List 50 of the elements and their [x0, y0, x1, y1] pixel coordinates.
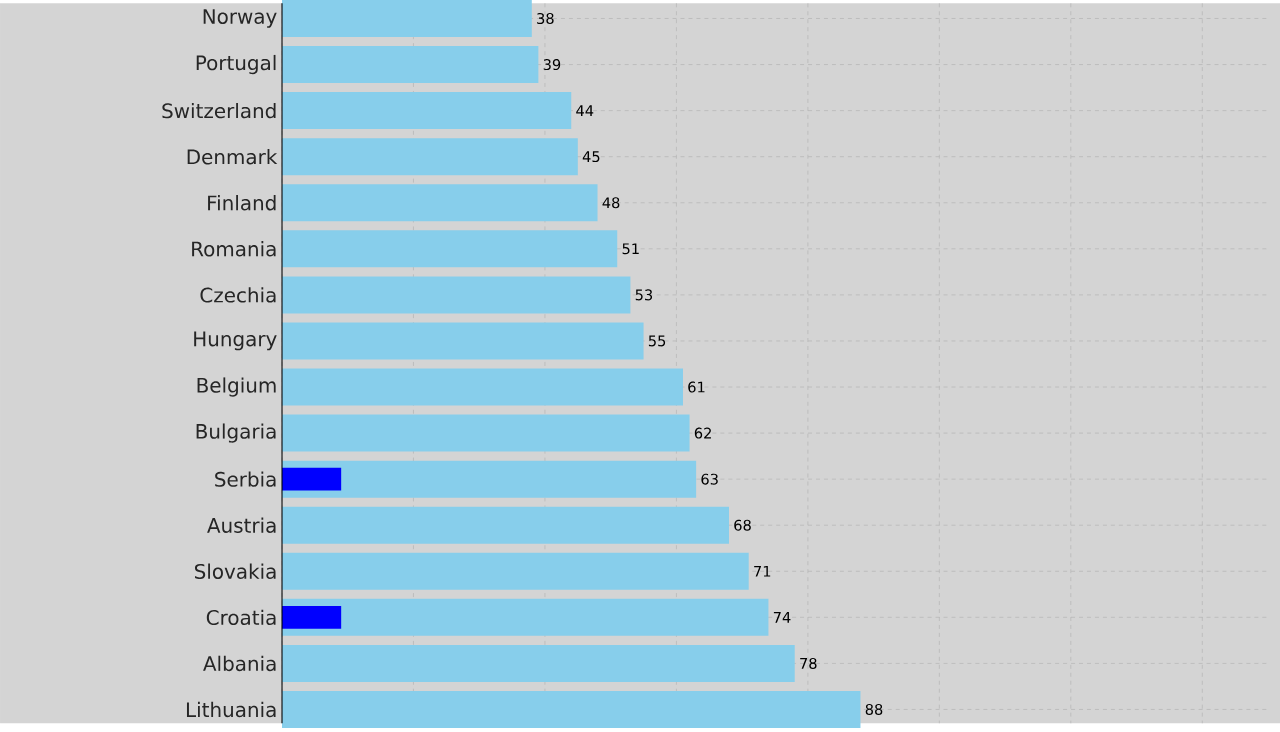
bar	[282, 605, 342, 629]
data-label: 71	[754, 565, 771, 577]
data-label: 61	[688, 381, 705, 393]
y-tick-label: Hungary	[194, 331, 277, 351]
data-label: 48	[602, 197, 620, 209]
bar	[282, 230, 618, 268]
data-label: 74	[773, 611, 791, 623]
y-tick-label: Belgium	[197, 377, 276, 397]
y-tick-label: Austria	[207, 517, 276, 533]
y-tick-label: Denmark	[187, 148, 278, 165]
bar	[282, 184, 598, 222]
y-tick-label: Finland	[208, 194, 276, 211]
bar	[282, 467, 342, 491]
bar	[282, 137, 578, 175]
bar	[282, 322, 644, 360]
bar	[282, 368, 683, 406]
data-label: 55	[648, 335, 666, 347]
y-tick-label: Serbia	[215, 471, 276, 487]
bar	[282, 0, 532, 37]
bar	[282, 276, 631, 314]
y-tick-label: Slovakia	[194, 563, 276, 579]
bar	[282, 506, 729, 544]
bar	[282, 644, 795, 682]
data-label: 51	[622, 243, 639, 255]
y-tick-label: Romania	[192, 240, 276, 257]
y-tick-label: Switzerland	[162, 102, 276, 119]
bar	[282, 91, 572, 129]
data-label: 78	[800, 657, 817, 669]
data-label: 44	[576, 105, 594, 116]
bar	[282, 690, 861, 728]
data-label: 39	[543, 58, 561, 70]
data-label: 45	[582, 151, 600, 162]
data-label: 88	[865, 703, 883, 715]
bar	[282, 460, 697, 498]
data-label: 62	[694, 427, 711, 439]
data-label: 38	[537, 12, 554, 24]
y-tick-label: Czechia	[200, 286, 276, 303]
y-tick-label: Portugal	[196, 54, 276, 74]
bar	[282, 45, 539, 83]
y-tick-label: Lithuania	[186, 701, 276, 717]
bar	[282, 598, 769, 636]
y-tick-label: Albania	[203, 655, 276, 671]
bar	[282, 552, 749, 590]
y-tick-label: Croatia	[206, 609, 276, 625]
y-tick-label: Bulgaria	[196, 423, 276, 443]
bar	[282, 414, 690, 452]
data-label: 53	[635, 289, 653, 301]
data-label: 68	[734, 519, 751, 531]
y-tick-label: Norway	[203, 8, 277, 28]
data-label: 63	[701, 473, 718, 485]
